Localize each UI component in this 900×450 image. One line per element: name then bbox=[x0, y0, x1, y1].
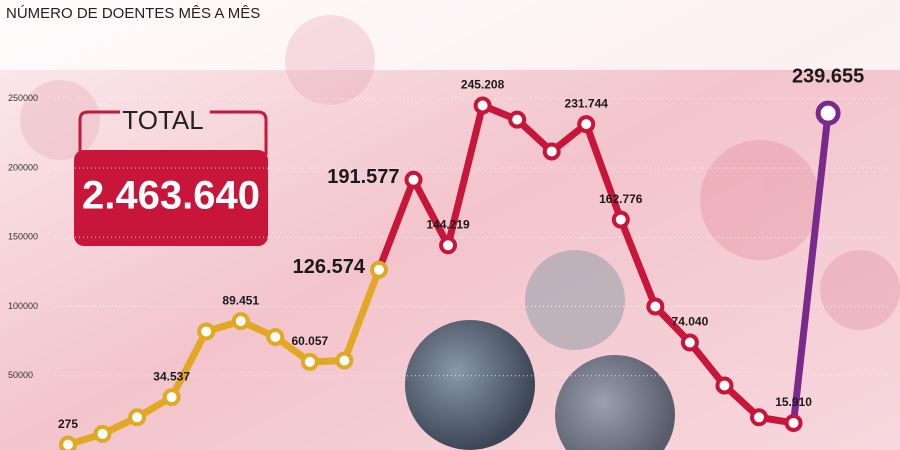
data-point bbox=[508, 110, 527, 129]
line-segment bbox=[444, 101, 487, 249]
virus-illustration bbox=[405, 250, 675, 450]
data-point bbox=[197, 322, 216, 341]
line-segment bbox=[582, 120, 625, 224]
data-point bbox=[404, 170, 423, 189]
data-point bbox=[162, 388, 181, 407]
data-point bbox=[439, 236, 458, 255]
y-tick-label: 100000 bbox=[8, 301, 38, 311]
total-box: TOTAL 2.463.640 bbox=[74, 105, 268, 246]
value-label: 231.744 bbox=[565, 96, 609, 110]
data-point bbox=[128, 408, 147, 427]
header-band bbox=[0, 0, 900, 70]
data-point bbox=[335, 351, 354, 370]
value-label: 34.537 bbox=[153, 369, 190, 383]
data-point bbox=[815, 100, 841, 126]
value-label: 144.219 bbox=[426, 217, 470, 231]
value-label: 245.208 bbox=[461, 78, 505, 92]
data-point bbox=[750, 408, 768, 427]
line-segment bbox=[617, 216, 659, 311]
line-segment bbox=[340, 266, 383, 365]
line-segment bbox=[410, 176, 452, 249]
data-point bbox=[542, 142, 561, 161]
data-point bbox=[473, 96, 492, 115]
value-label: 60.057 bbox=[291, 334, 328, 348]
chart-title: NÚMERO DE DOENTES MÊS A MÊS bbox=[6, 5, 260, 22]
y-tick-label: 150000 bbox=[8, 232, 38, 242]
line-segment bbox=[790, 109, 832, 427]
value-label: 191.577 bbox=[327, 166, 399, 188]
line-segment bbox=[168, 327, 210, 401]
data-point bbox=[266, 328, 285, 346]
data-point bbox=[611, 210, 630, 229]
data-point bbox=[369, 260, 388, 279]
value-label: 275 bbox=[58, 417, 78, 431]
y-tick-label: 250000 bbox=[8, 93, 38, 103]
line-segment bbox=[375, 176, 417, 274]
data-point bbox=[715, 376, 734, 395]
value-label: 239.655 bbox=[792, 65, 864, 87]
background-virus bbox=[20, 15, 900, 330]
total-label: TOTAL bbox=[122, 105, 203, 135]
y-tick-label: 200000 bbox=[8, 162, 38, 172]
value-label: 89.451 bbox=[222, 293, 259, 307]
data-point bbox=[93, 424, 112, 443]
value-label: 74.040 bbox=[672, 315, 709, 329]
value-label: 126.574 bbox=[293, 256, 366, 278]
data-point bbox=[59, 435, 77, 450]
value-label: 15.910 bbox=[775, 395, 812, 409]
data-point bbox=[680, 333, 699, 352]
data-point bbox=[646, 297, 665, 316]
line-segment bbox=[686, 338, 728, 389]
data-point bbox=[300, 352, 319, 371]
data-point bbox=[577, 115, 596, 134]
data-point bbox=[784, 413, 803, 432]
data-point bbox=[231, 312, 250, 331]
value-label: 162.776 bbox=[599, 192, 643, 206]
total-value: 2.463.640 bbox=[82, 174, 260, 218]
y-tick-label: 50000 bbox=[8, 370, 33, 380]
